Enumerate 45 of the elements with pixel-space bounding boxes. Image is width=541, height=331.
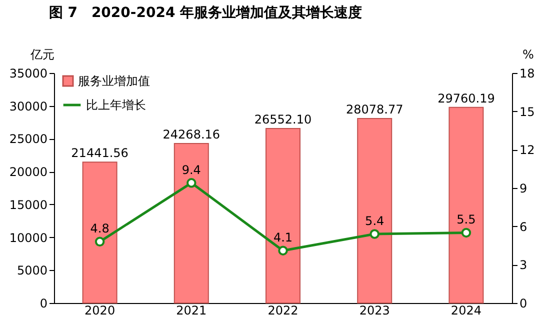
y2-tick-label: 9 (520, 182, 528, 196)
y2-tick-label: 0 (520, 296, 528, 310)
chart-title: 图 7 2020-2024 年服务业增加值及其增长速度 (48, 4, 362, 21)
x-tick-label: 2023 (359, 304, 390, 318)
y-tick-label: 25000 (9, 132, 48, 146)
y2-tick-label: 12 (520, 143, 535, 158)
data-label: 24268.16 (162, 128, 220, 142)
data-label: 4.8 (90, 222, 110, 236)
x-tick-label: 2022 (268, 304, 298, 318)
point (370, 229, 380, 239)
y-tick-label: 30000 (9, 99, 48, 114)
legend-label: 比上年增长 (86, 98, 146, 112)
y2-tick-label: 6 (520, 220, 528, 234)
point (278, 246, 288, 256)
y-tick-label: 10000 (9, 230, 48, 245)
x-tick-label: 2020 (84, 304, 116, 318)
data-label: 5.5 (456, 212, 476, 227)
data-label: 9.4 (182, 162, 201, 177)
bar (266, 128, 300, 304)
y2-tick-label: 3 (520, 258, 528, 272)
y-tick-label: 20000 (9, 165, 48, 180)
data-label: 29760.19 (438, 91, 495, 106)
data-label: 28078.77 (346, 102, 404, 116)
point (186, 178, 196, 188)
data-label: 26552.10 (254, 112, 312, 127)
legend-label: 服务业增加值 (78, 74, 150, 88)
y-tick-label: 35000 (9, 66, 48, 80)
point (461, 228, 472, 238)
x-tick-label: 2024 (450, 304, 482, 318)
bar (357, 118, 392, 304)
y-axis-title: 亿元 (30, 48, 54, 62)
point (94, 236, 105, 247)
y2-tick-label: 18 (520, 66, 535, 80)
bar (174, 143, 209, 304)
x-tick-label: 2021 (176, 304, 207, 318)
data-label: 4.1 (273, 230, 293, 245)
y-tick-label: 0 (40, 296, 48, 310)
y-tick-label: 5000 (16, 264, 48, 278)
y2-axis-title: % (522, 48, 534, 62)
bar (448, 106, 484, 304)
data-label: 5.4 (365, 214, 384, 228)
bar (82, 162, 118, 304)
y2-tick-label: 15 (520, 104, 535, 119)
y-tick-label: 15000 (9, 198, 48, 212)
data-label: 21441.56 (71, 146, 128, 160)
